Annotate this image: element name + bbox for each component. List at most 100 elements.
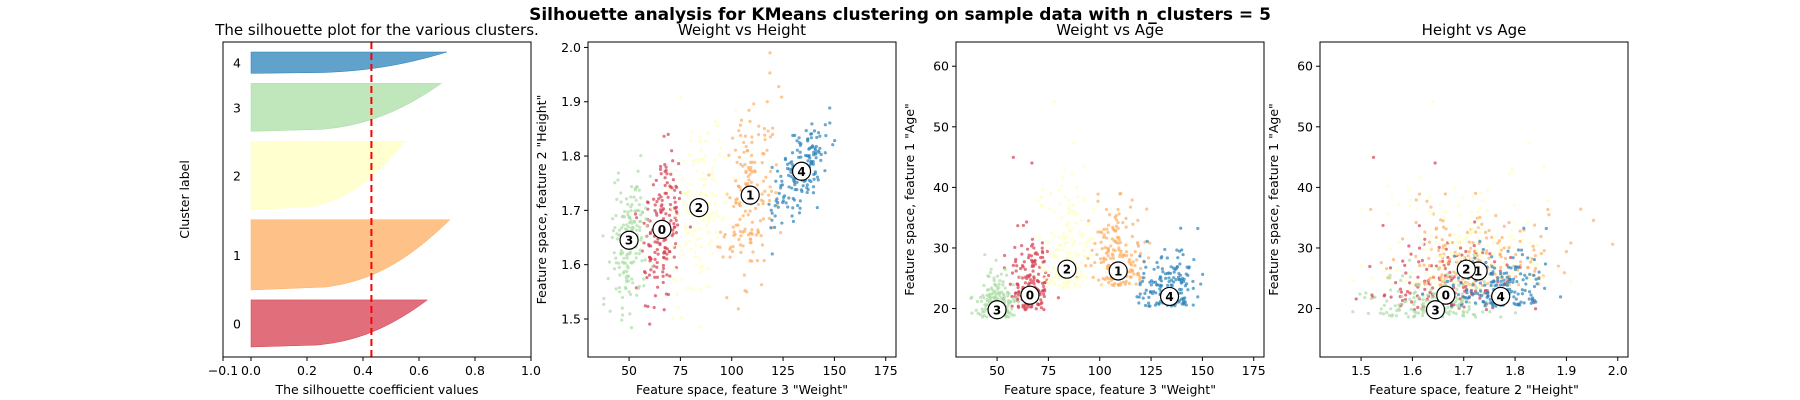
data-point-cluster-0 [1505,263,1509,267]
data-point-cluster-4 [823,123,827,127]
data-point-cluster-3 [621,223,626,227]
data-point-cluster-1 [763,189,767,193]
data-point-cluster-4 [1496,276,1500,280]
data-point-cluster-4 [816,149,820,153]
data-point-cluster-0 [1011,263,1015,268]
data-point-cluster-0 [1017,305,1021,309]
data-point-cluster-1 [1484,251,1489,255]
data-point-cluster-4 [787,173,791,178]
silhouette-cluster-4 [250,51,448,74]
data-point-cluster-0 [1036,272,1041,276]
data-point-cluster-2 [703,155,707,159]
data-point-cluster-4 [819,152,823,157]
data-point-cluster-0 [1016,224,1020,228]
data-point-cluster-4 [1499,271,1503,276]
data-point-cluster-3 [1421,298,1425,302]
data-point-cluster-1 [1471,240,1475,245]
data-point-cluster-3 [607,260,612,264]
data-point-cluster-2 [724,200,728,204]
data-point-cluster-3 [1473,313,1477,317]
data-point-cluster-2 [713,201,717,206]
data-point-cluster-2 [699,148,703,153]
data-point-cluster-2 [689,183,693,187]
data-point-cluster-2 [1077,252,1081,256]
data-point-cluster-0 [1444,247,1448,251]
data-point-cluster-2 [1491,240,1496,245]
data-point-cluster-1 [748,259,752,263]
data-point-cluster-2 [1457,234,1462,239]
data-point-cluster-0 [648,259,652,263]
data-point-cluster-4 [795,139,799,143]
data-point-cluster-0 [1030,237,1035,241]
data-point-cluster-3 [645,224,649,228]
data-point-cluster-3 [1006,291,1010,295]
data-point-cluster-3 [1467,307,1471,312]
data-point-cluster-0 [1002,253,1007,258]
data-point-cluster-1 [1531,244,1535,248]
data-point-cluster-3 [989,286,994,290]
data-point-cluster-2 [1062,282,1066,286]
data-point-cluster-1 [1487,228,1491,233]
data-point-cluster-4 [1158,275,1162,279]
data-point-cluster-4 [782,194,787,198]
data-point-cluster-4 [788,161,792,165]
data-point-cluster-2 [1046,246,1050,251]
data-point-cluster-0 [653,240,657,244]
data-point-cluster-1 [1485,249,1489,253]
data-point-cluster-0 [1014,257,1018,262]
data-point-cluster-1 [1450,240,1455,245]
data-point-cluster-1 [753,170,757,174]
y-tick-label: 50 [933,119,949,134]
data-point-cluster-2 [1438,202,1442,206]
data-point-cluster-1 [1499,265,1503,270]
data-point-cluster-0 [661,255,666,259]
data-point-cluster-0 [1461,285,1466,289]
data-point-cluster-2 [685,191,689,196]
data-point-cluster-4 [815,135,819,140]
data-point-cluster-2 [1088,253,1092,257]
data-point-cluster-2 [1448,251,1453,255]
data-point-cluster-3 [621,313,625,317]
data-point-cluster-4 [774,199,778,203]
data-point-cluster-2 [1388,247,1392,251]
data-point-cluster-1 [1110,283,1114,287]
data-point-cluster-1 [741,214,745,218]
data-point-cluster-4 [818,134,822,138]
data-point-cluster-2 [1485,208,1489,212]
data-point-cluster-1 [1533,266,1538,271]
data-point-cluster-3 [1421,302,1426,306]
data-point-cluster-0 [673,188,677,192]
data-point-cluster-0 [1025,220,1029,224]
data-point-cluster-3 [616,178,620,182]
data-point-cluster-4 [807,178,811,182]
data-point-cluster-3 [1402,300,1407,304]
data-point-cluster-2 [1556,267,1560,271]
data-point-cluster-3 [625,269,629,274]
data-point-cluster-1 [1480,283,1485,288]
data-point-cluster-3 [620,306,624,310]
data-point-cluster-2 [1082,249,1086,253]
data-point-cluster-4 [1138,283,1142,287]
data-point-cluster-1 [1102,256,1106,260]
silhouette-cluster-3 [250,83,443,132]
data-point-cluster-3 [634,256,638,260]
data-point-cluster-1 [746,213,750,217]
x-axis-label: Feature space, feature 2 "Height" [1369,382,1579,397]
data-point-cluster-2 [1469,257,1474,261]
data-point-cluster-1 [1539,234,1543,239]
data-point-cluster-2 [1087,238,1091,242]
data-point-cluster-2 [734,108,738,113]
data-point-cluster-3 [986,274,990,278]
data-point-cluster-3 [616,171,621,175]
data-point-cluster-3 [1474,286,1478,290]
data-point-cluster-4 [1511,280,1515,284]
data-point-cluster-0 [661,217,666,221]
data-point-cluster-1 [734,179,738,183]
data-point-cluster-2 [697,161,701,165]
data-point-cluster-4 [1479,289,1483,293]
data-point-cluster-2 [671,244,675,248]
data-point-cluster-1 [1452,270,1456,274]
data-point-cluster-3 [1408,275,1412,279]
data-point-cluster-4 [1513,302,1518,307]
data-point-cluster-2 [710,252,714,256]
